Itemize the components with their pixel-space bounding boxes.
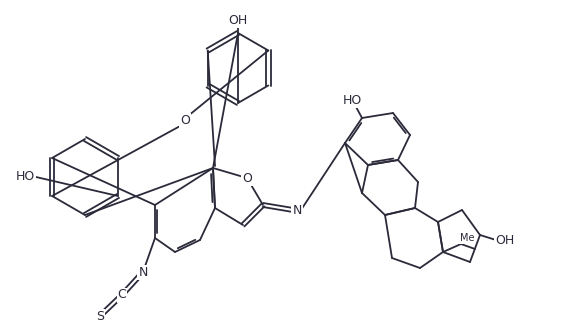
Text: C: C (118, 288, 126, 301)
Text: OH: OH (228, 14, 248, 27)
Text: HO: HO (15, 170, 35, 183)
Text: N: N (292, 203, 301, 216)
Text: HO: HO (343, 94, 362, 107)
Text: O: O (242, 171, 252, 184)
Text: O: O (180, 114, 190, 127)
Text: N: N (138, 265, 148, 278)
Text: OH: OH (495, 233, 515, 246)
Text: Me: Me (460, 233, 474, 243)
Text: S: S (96, 309, 104, 322)
